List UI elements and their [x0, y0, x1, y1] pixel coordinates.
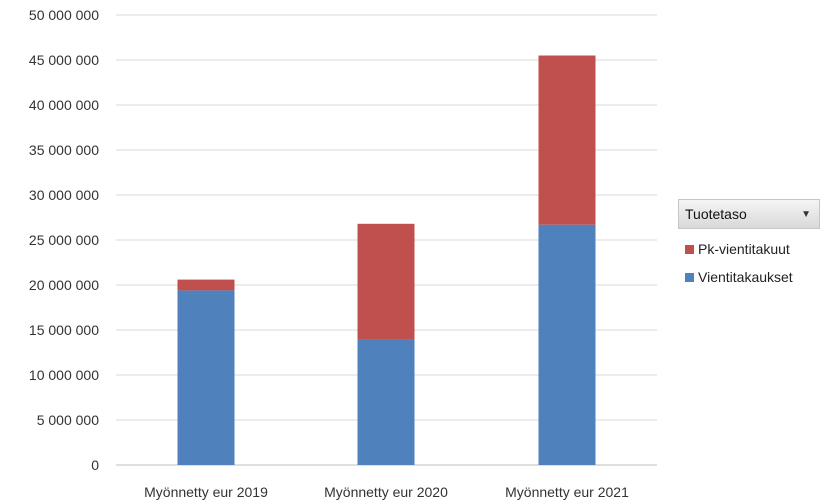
legend-title: Tuotetaso [685, 206, 747, 222]
legend-filter-dropdown[interactable]: Tuotetaso ▼ [678, 199, 820, 229]
legend-label: Vientitakaukset [698, 269, 793, 285]
chevron-down-icon: ▼ [801, 208, 811, 220]
bar-segment-vientitakaukset[interactable] [357, 339, 415, 465]
y-tick-label: 40 000 000 [29, 97, 99, 113]
legend-label: Pk-vientitakuut [698, 241, 790, 257]
x-tick-label: Myönnetty eur 2019 [144, 484, 268, 500]
y-tick-label: 25 000 000 [29, 232, 99, 248]
bar-segment-pk-vientitakuut[interactable] [177, 279, 235, 291]
bars [177, 55, 596, 465]
y-tick-label: 10 000 000 [29, 367, 99, 383]
x-tick-label: Myönnetty eur 2021 [505, 484, 629, 500]
legend-item[interactable]: Pk-vientitakuut [678, 241, 820, 257]
bar-segment-vientitakaukset[interactable] [177, 290, 235, 465]
y-tick-label: 50 000 000 [29, 7, 99, 23]
y-tick-label: 20 000 000 [29, 277, 99, 293]
bar-segment-vientitakaukset[interactable] [538, 224, 596, 465]
legend-items: Pk-vientitakuut Vientitakaukset [678, 241, 820, 285]
legend: Tuotetaso ▼ Pk-vientitakuut Vientitakauks… [678, 199, 820, 285]
y-tick-label: 0 [91, 457, 99, 473]
y-tick-label: 35 000 000 [29, 142, 99, 158]
x-tick-label: Myönnetty eur 2020 [324, 484, 448, 500]
y-tick-label: 15 000 000 [29, 322, 99, 338]
y-axis-tick-labels: 0 5 000 000 10 000 000 15 000 000 20 000 000… [29, 7, 99, 473]
bar-segment-pk-vientitakuut[interactable] [357, 223, 415, 340]
legend-swatch [685, 244, 694, 254]
legend-swatch [685, 272, 694, 282]
bar-segment-pk-vientitakuut[interactable] [538, 55, 596, 225]
x-axis-tick-labels: Myönnetty eur 2019 Myönnetty eur 2020 Myön… [144, 484, 629, 500]
legend-item[interactable]: Vientitakaukset [678, 269, 820, 285]
y-tick-label: 45 000 000 [29, 52, 99, 68]
y-tick-label: 30 000 000 [29, 187, 99, 203]
y-tick-label: 5 000 000 [37, 412, 99, 428]
